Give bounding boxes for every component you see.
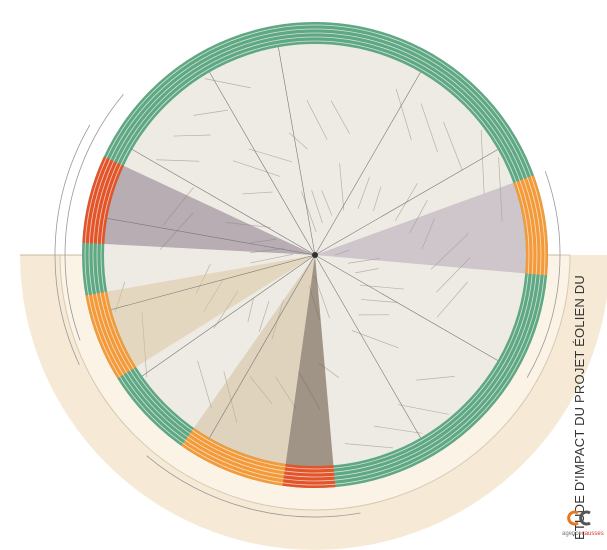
logo-suffix: causses	[582, 531, 604, 537]
vertical-title: ÉTUDE D'IMPACT DU PROJET ÉOLIEN DU	[572, 275, 587, 540]
logo-prefix: agence	[562, 531, 582, 537]
center-point	[312, 252, 318, 258]
page: ÉTUDE D'IMPACT DU PROJET ÉOLIEN DU agenc…	[0, 0, 607, 550]
logo-icon	[562, 510, 602, 526]
logo-text: agencecausses	[562, 531, 602, 537]
logo: agencecausses	[562, 510, 602, 537]
diagram	[0, 0, 607, 550]
